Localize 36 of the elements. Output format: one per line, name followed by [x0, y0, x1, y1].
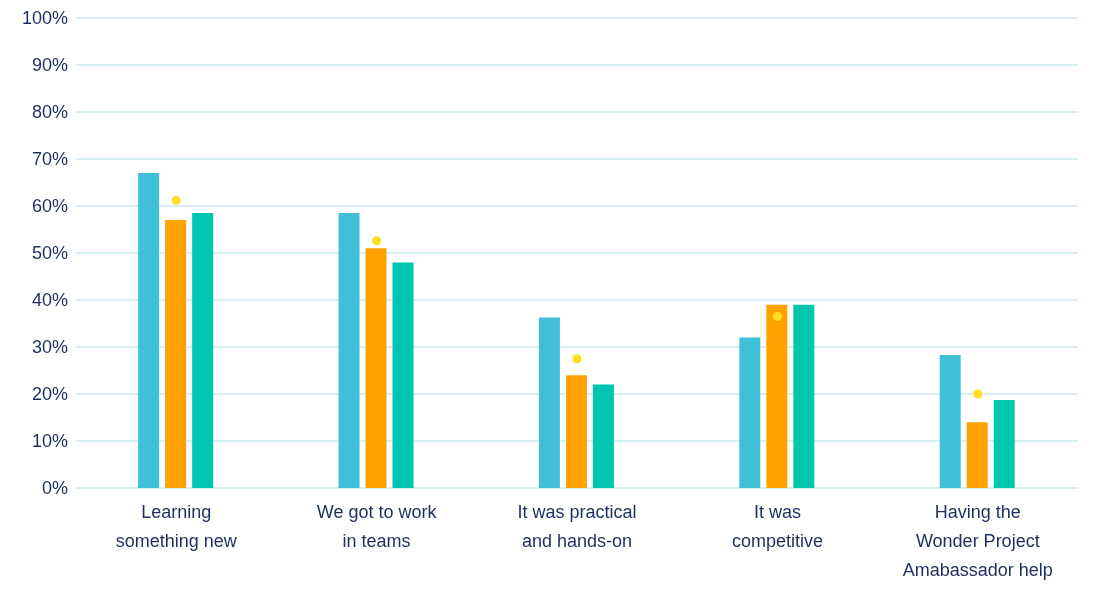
x-tick-label: Having the Wonder Project Amabassador help	[902, 502, 1053, 580]
bar	[592, 384, 614, 488]
y-tick-label: 60%	[31, 196, 68, 217]
y-tick-label: 10%	[31, 431, 68, 452]
bar	[793, 304, 815, 488]
x-tick-label: It was competitive	[731, 502, 823, 551]
y-tick-label: 80%	[31, 102, 68, 123]
x-tick-label: We got to work in teams	[316, 502, 438, 551]
bar	[165, 220, 187, 488]
y-tick-label: 90%	[31, 55, 68, 76]
y-tick-label: 30%	[31, 337, 68, 358]
point	[772, 311, 782, 321]
point	[372, 236, 382, 246]
x-tick-label: It was practical and hands-on	[517, 502, 637, 551]
point	[973, 389, 983, 399]
bar	[392, 262, 414, 488]
y-tick-label: 20%	[31, 384, 68, 405]
bar	[966, 422, 988, 488]
point	[572, 354, 582, 364]
bar	[739, 337, 761, 488]
bar	[365, 248, 387, 488]
y-tick-label: 40%	[31, 290, 68, 311]
bar	[538, 317, 560, 488]
y-tick-label: 50%	[31, 243, 68, 264]
y-tick-label: 0%	[41, 478, 68, 499]
y-tick-label: 100%	[21, 8, 68, 29]
y-tick-label: 70%	[31, 149, 68, 170]
bar	[565, 375, 587, 488]
point	[171, 195, 181, 205]
bar	[766, 304, 788, 488]
bar	[192, 213, 214, 488]
bar	[338, 213, 360, 488]
x-tick-label: Learning something new	[115, 502, 238, 551]
bar	[939, 354, 961, 488]
bar	[993, 400, 1015, 488]
bar	[138, 173, 160, 488]
